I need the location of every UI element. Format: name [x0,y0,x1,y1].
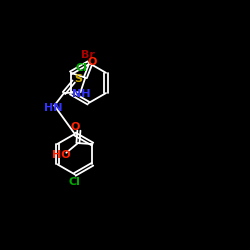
Text: Cl: Cl [69,178,81,188]
Text: O: O [71,122,80,132]
Text: O: O [87,57,97,67]
Text: HN: HN [44,103,62,113]
Text: Br: Br [82,50,95,60]
Text: NH: NH [72,90,91,100]
Text: HO: HO [52,150,71,160]
Text: Cl: Cl [76,63,88,73]
Text: S: S [74,74,82,84]
